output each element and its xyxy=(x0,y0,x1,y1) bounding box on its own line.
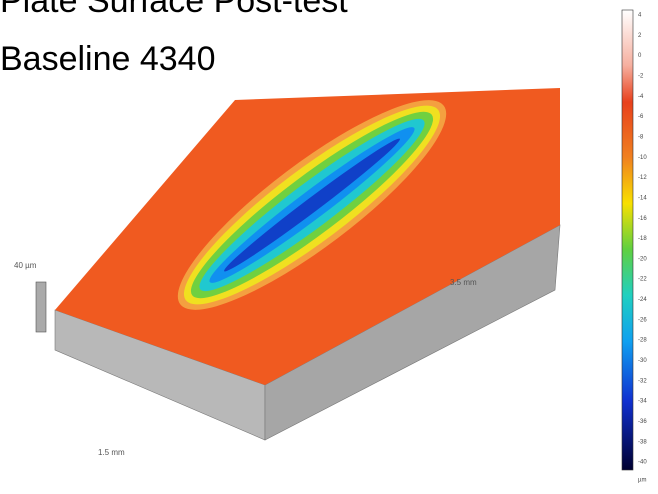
colorbar-tick-label: 2 xyxy=(638,33,642,39)
subtitle: Baseline 4340 xyxy=(0,40,216,78)
colorbar-tick-label: -40 xyxy=(638,460,647,466)
colorbar-tick-label: -12 xyxy=(638,175,647,181)
colorbar-tick-label: -10 xyxy=(638,155,647,161)
colorbar-tick-label: -18 xyxy=(638,236,647,242)
colorbar-tick-label: -36 xyxy=(638,419,647,425)
colorbar-tick-label: 4 xyxy=(638,13,642,19)
colorbar-ticks: 4 2 0 -2 -4 -6 -8 -10 -12 -14 -16 -18 -20 -22 -24 -26 -2… xyxy=(638,13,647,466)
colorbar-tick-label: -2 xyxy=(638,74,644,80)
colorbar-tick-label: -24 xyxy=(638,297,647,303)
title: Plate Surface Post-test xyxy=(0,0,348,20)
colorbar-tick-label: -32 xyxy=(638,378,647,384)
colorbar-tick-label: -8 xyxy=(638,134,644,140)
colorbar-unit: µm xyxy=(638,478,646,484)
colorbar-tick-label: 0 xyxy=(638,53,642,59)
length-label: 3.5 mm xyxy=(450,278,477,287)
colorbar-tick-label: -20 xyxy=(638,256,647,262)
colorbar-tick-label: -16 xyxy=(638,216,647,222)
colorbar-tick-label: -30 xyxy=(638,358,647,364)
colorbar-tick-label: -22 xyxy=(638,277,647,283)
figure: Plate Surface Post-test Baseline 4340 40… xyxy=(0,0,658,494)
colorbar-tick-label: -6 xyxy=(638,114,644,120)
surface-block xyxy=(36,72,560,440)
colorbar-tick-label: -28 xyxy=(638,338,647,344)
colorbar xyxy=(622,10,633,470)
colorbar-tick-label: -4 xyxy=(638,94,644,100)
colorbar-tick-label: -34 xyxy=(638,399,647,405)
colorbar-tick-label: -14 xyxy=(638,195,647,201)
height-label: 40 µm xyxy=(14,261,37,270)
colorbar-tick-label: -38 xyxy=(638,439,647,445)
colorbar-tick-label: -26 xyxy=(638,317,647,323)
width-label: 1.5 mm xyxy=(98,448,125,457)
